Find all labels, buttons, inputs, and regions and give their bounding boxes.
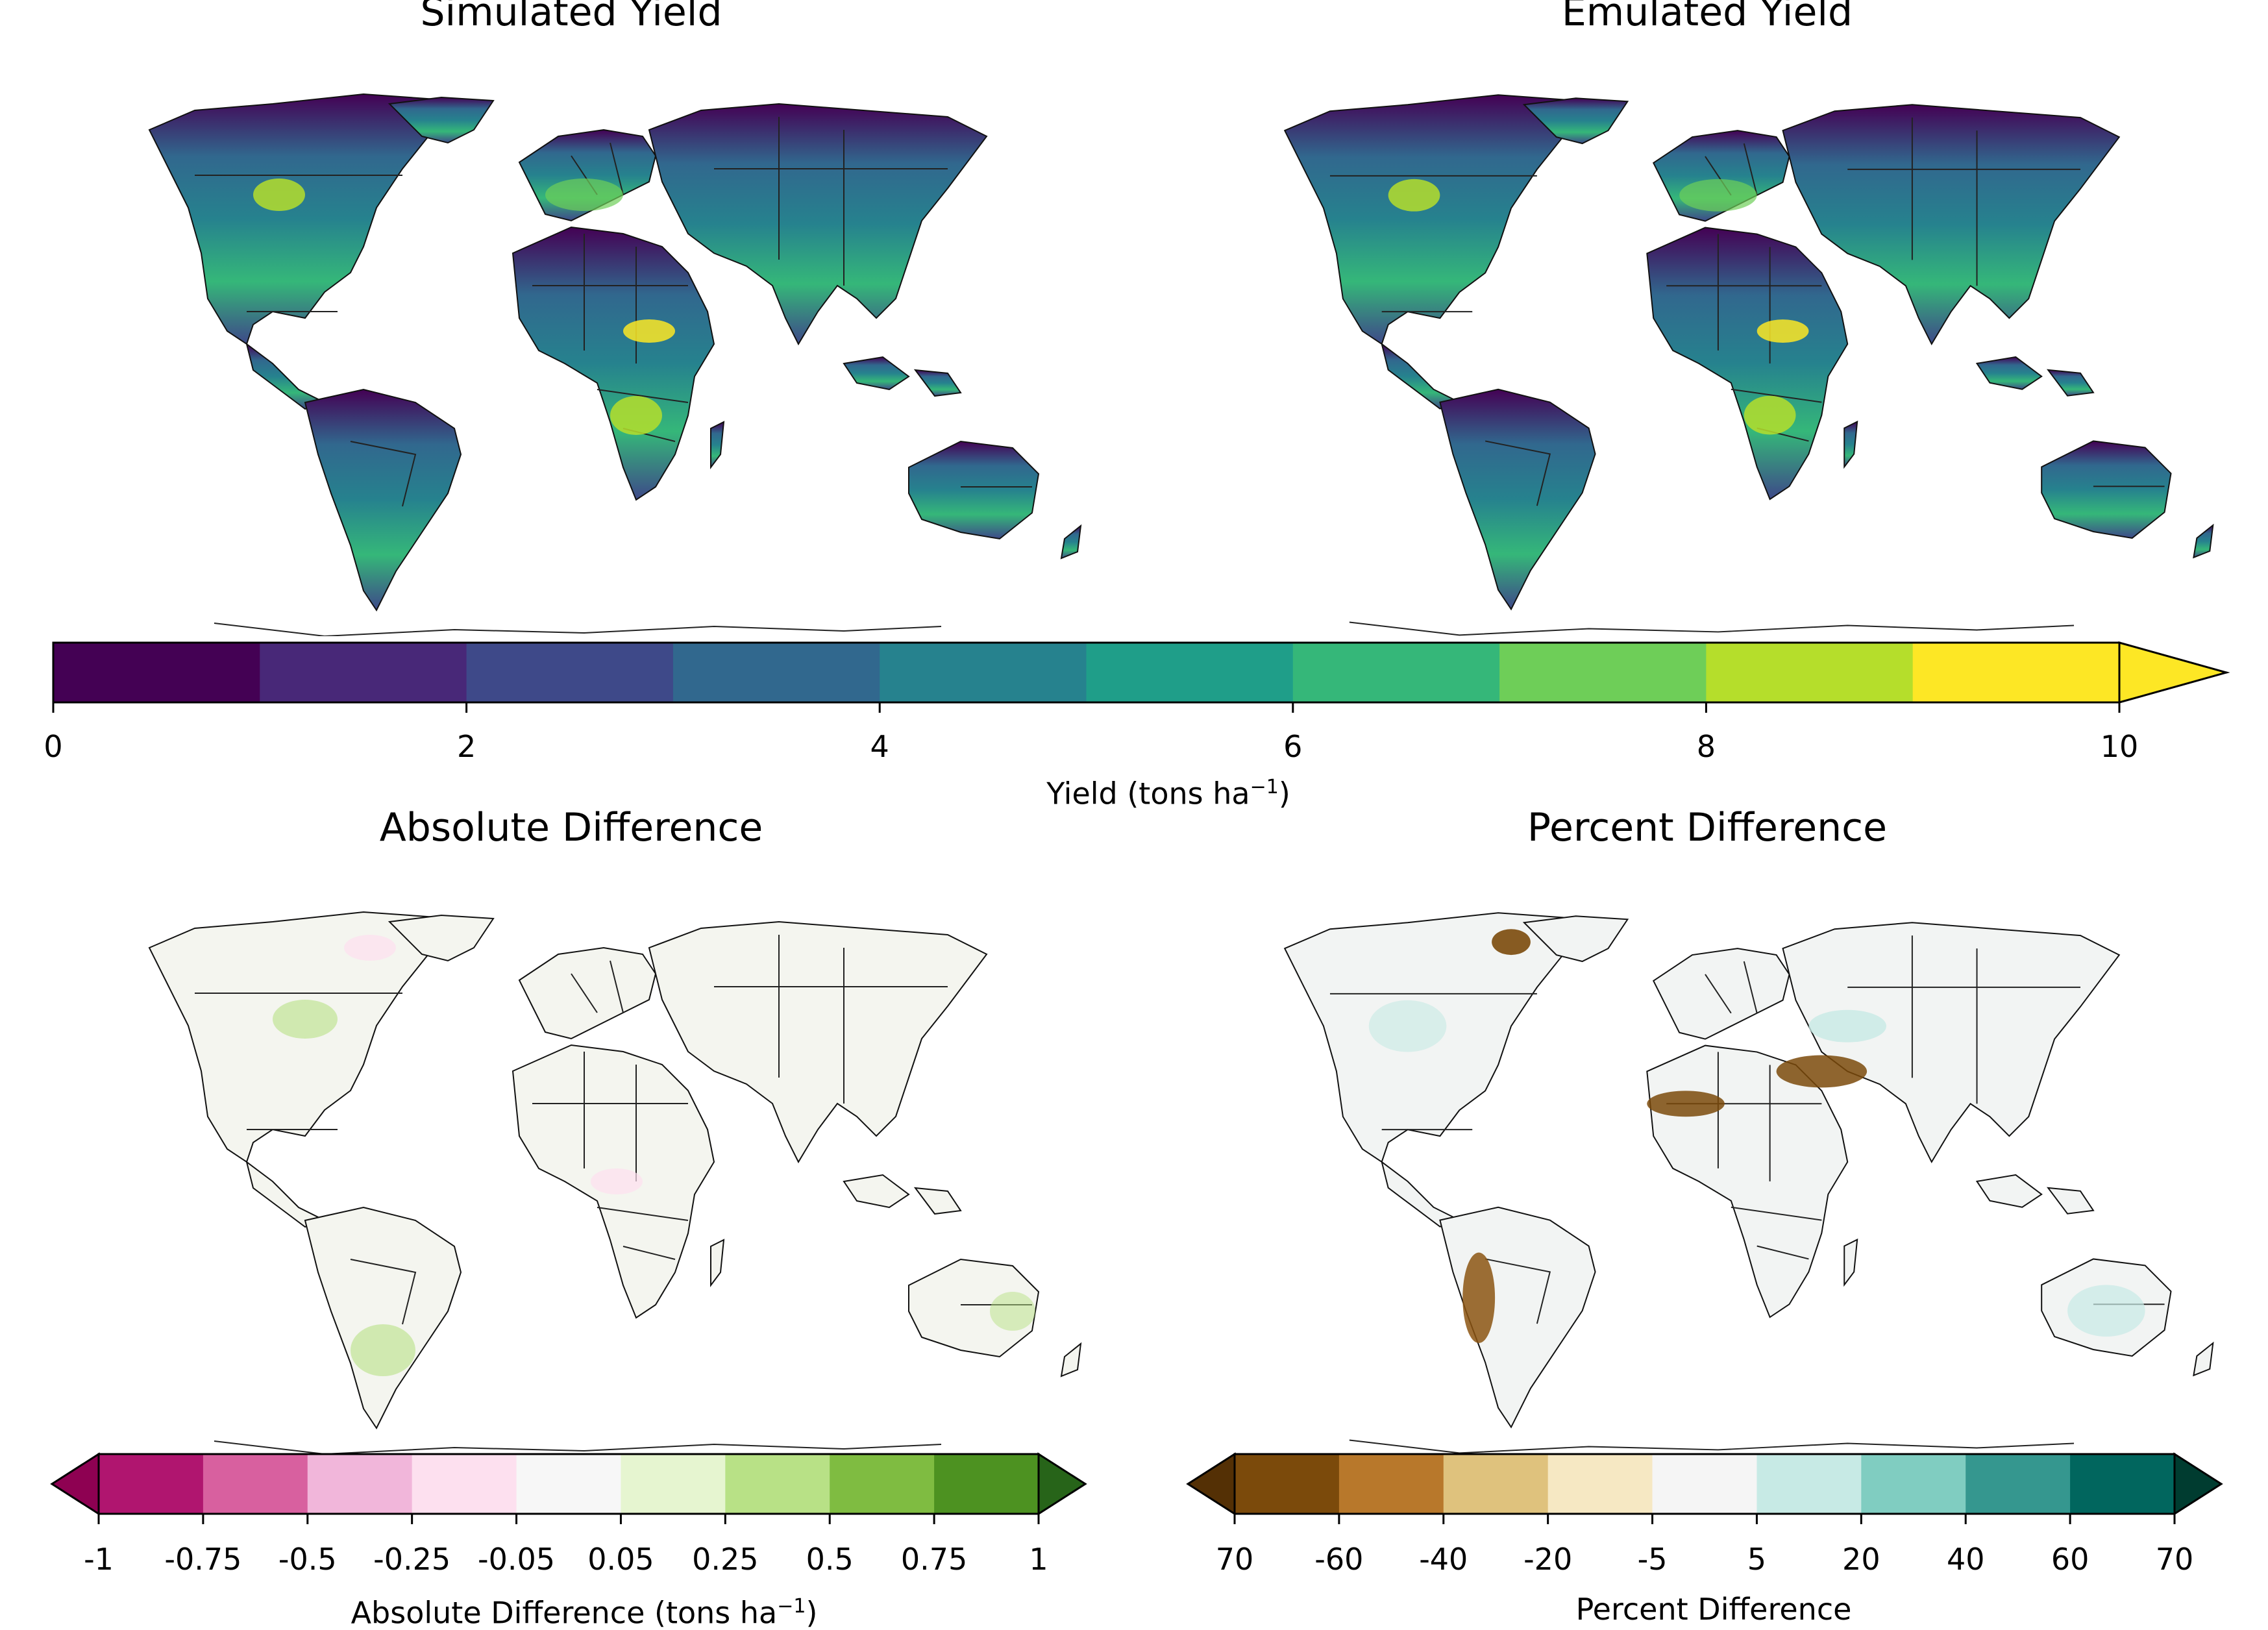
colorbar-percent-difference-tick-label-2: -40 — [1419, 1542, 1468, 1577]
colorbar-percent-difference-tick-label-5: 5 — [1747, 1542, 1767, 1577]
colorbar-absolute-difference-tick-label-4: -0.05 — [478, 1542, 556, 1577]
colorbar-absolute-difference-tick-label-8: 0.75 — [900, 1542, 968, 1577]
colorbar-absolute-difference-tick-label-6: 0.25 — [692, 1542, 759, 1577]
colorbar-absolute-difference-segment-2 — [307, 1454, 413, 1514]
colorbar-yield-tick-label-5: 10 — [2100, 729, 2139, 764]
colorbar-yield-outline — [52, 641, 2121, 704]
map-percent-difference — [1284, 912, 2214, 1454]
colorbar-percent-difference-segment-0 — [1235, 1454, 1340, 1514]
colorbar-absolute-difference — [50, 1452, 1087, 1524]
colorbar-yield-segment-4 — [880, 643, 1087, 702]
colorbar-percent-difference — [1186, 1452, 2223, 1524]
colorbar-percent-difference-segment-8 — [2070, 1454, 2175, 1514]
title-emulated-yield: Emulated Yield — [1561, 0, 1853, 35]
colorbar-percent-difference-segment-2 — [1443, 1454, 1549, 1514]
colorbar-absolute-difference-segment-1 — [203, 1454, 308, 1514]
colorbar-absolute-difference-tick-label-1: -0.75 — [164, 1542, 242, 1577]
colorbar-absolute-difference-tick-label-9: 1 — [1029, 1542, 1048, 1577]
colorbar-percent-difference-tick-label-6: 20 — [1842, 1542, 1880, 1577]
colorbar-absolute-difference-segment-6 — [725, 1454, 830, 1514]
colorbar-absolute-difference-segment-0 — [99, 1454, 204, 1514]
map-simulated-yield — [149, 93, 1081, 636]
title-absolute-difference: Absolute Difference — [379, 805, 763, 850]
title-percent-difference: Percent Difference — [1527, 805, 1888, 850]
colorbar-percent-difference-segment-4 — [1652, 1454, 1757, 1514]
colorbar-yield-segment-8 — [1706, 643, 1914, 702]
colorbar-absolute-difference-tick-label-7: 0.5 — [806, 1542, 854, 1577]
colorbar-yield-segment-9 — [1912, 643, 2120, 702]
colorbar-yield-tick-label-1: 2 — [456, 729, 476, 764]
colorbar-percent-difference-segment-5 — [1756, 1454, 1862, 1514]
colorbar-yield-segment-2 — [466, 643, 674, 702]
colorbar-percent-difference-tick-label-0: 70 — [1215, 1542, 1254, 1577]
colorbar-yield-segment-0 — [53, 643, 260, 702]
colorbar-absolute-difference-segment-8 — [934, 1454, 1039, 1514]
colorbar-yield-tick-label-0: 0 — [43, 729, 63, 764]
colorbar-absolute-difference-outline — [97, 1453, 1040, 1515]
colorbar-percent-difference-segment-6 — [1861, 1454, 1966, 1514]
colorbar-absolute-difference-segment-3 — [412, 1454, 517, 1514]
colorbar-yield-segment-3 — [672, 643, 880, 702]
colorbar-percent-difference-segment-1 — [1338, 1454, 1444, 1514]
colorbar-percent-difference-tick-label-8: 60 — [2051, 1542, 2089, 1577]
colorbar-percent-difference-tick-label-1: -60 — [1314, 1542, 1364, 1577]
colorbar-percent-difference-tick-label-4: -5 — [1637, 1542, 1668, 1577]
colorbar-yield-segment-6 — [1292, 643, 1500, 702]
colorbar-yield-tick-label-3: 6 — [1283, 729, 1303, 764]
colorbar-yield-tick-label-2: 4 — [870, 729, 889, 764]
colorbar-absolute-difference-segment-7 — [830, 1454, 935, 1514]
colorbar-absolute-difference-tick-label-2: -0.5 — [278, 1542, 337, 1577]
colorbar-absolute-difference-tick-label-5: 0.05 — [587, 1542, 654, 1577]
title-simulated-yield: Simulated Yield — [420, 0, 722, 35]
colorbar-yield-segment-5 — [1086, 643, 1294, 702]
colorbar-yield-segment-1 — [260, 643, 467, 702]
colorbar-yield-label: Yield (tons ha−1) — [1046, 776, 1290, 811]
colorbar-absolute-difference-extend-low — [50, 1452, 100, 1516]
colorbar-percent-difference-tick-label-7: 40 — [1946, 1542, 1985, 1577]
colorbar-percent-difference-tick-label-3: -20 — [1523, 1542, 1573, 1577]
map-absolute-difference — [149, 911, 1081, 1454]
colorbar-yield-segment-7 — [1499, 643, 1707, 702]
colorbar-absolute-difference-label: Absolute Difference (tons ha−1) — [351, 1595, 818, 1630]
colorbar-absolute-difference-segment-5 — [621, 1454, 726, 1514]
colorbar-yield-tick-label-4: 8 — [1696, 729, 1716, 764]
colorbar-absolute-difference-extend-high — [1037, 1452, 1087, 1516]
colorbar-percent-difference-label: Percent Difference — [1575, 1592, 1852, 1627]
colorbar-absolute-difference-tick-label-0: -1 — [84, 1542, 114, 1577]
colorbar-percent-difference-segment-3 — [1547, 1454, 1653, 1514]
colorbar-percent-difference-segment-7 — [1966, 1454, 2071, 1514]
colorbar-yield-extend-high — [2118, 641, 2230, 704]
colorbar-percent-difference-extend-low — [1186, 1452, 1236, 1516]
colorbar-percent-difference-tick-label-9: 70 — [2155, 1542, 2194, 1577]
colorbar-percent-difference-extend-high — [2173, 1452, 2223, 1516]
colorbar-yield — [52, 641, 2230, 713]
colorbar-percent-difference-outline — [1233, 1453, 2176, 1515]
colorbar-absolute-difference-segment-4 — [516, 1454, 621, 1514]
map-emulated-yield — [1284, 94, 2214, 636]
colorbar-absolute-difference-tick-label-3: -0.25 — [373, 1542, 451, 1577]
